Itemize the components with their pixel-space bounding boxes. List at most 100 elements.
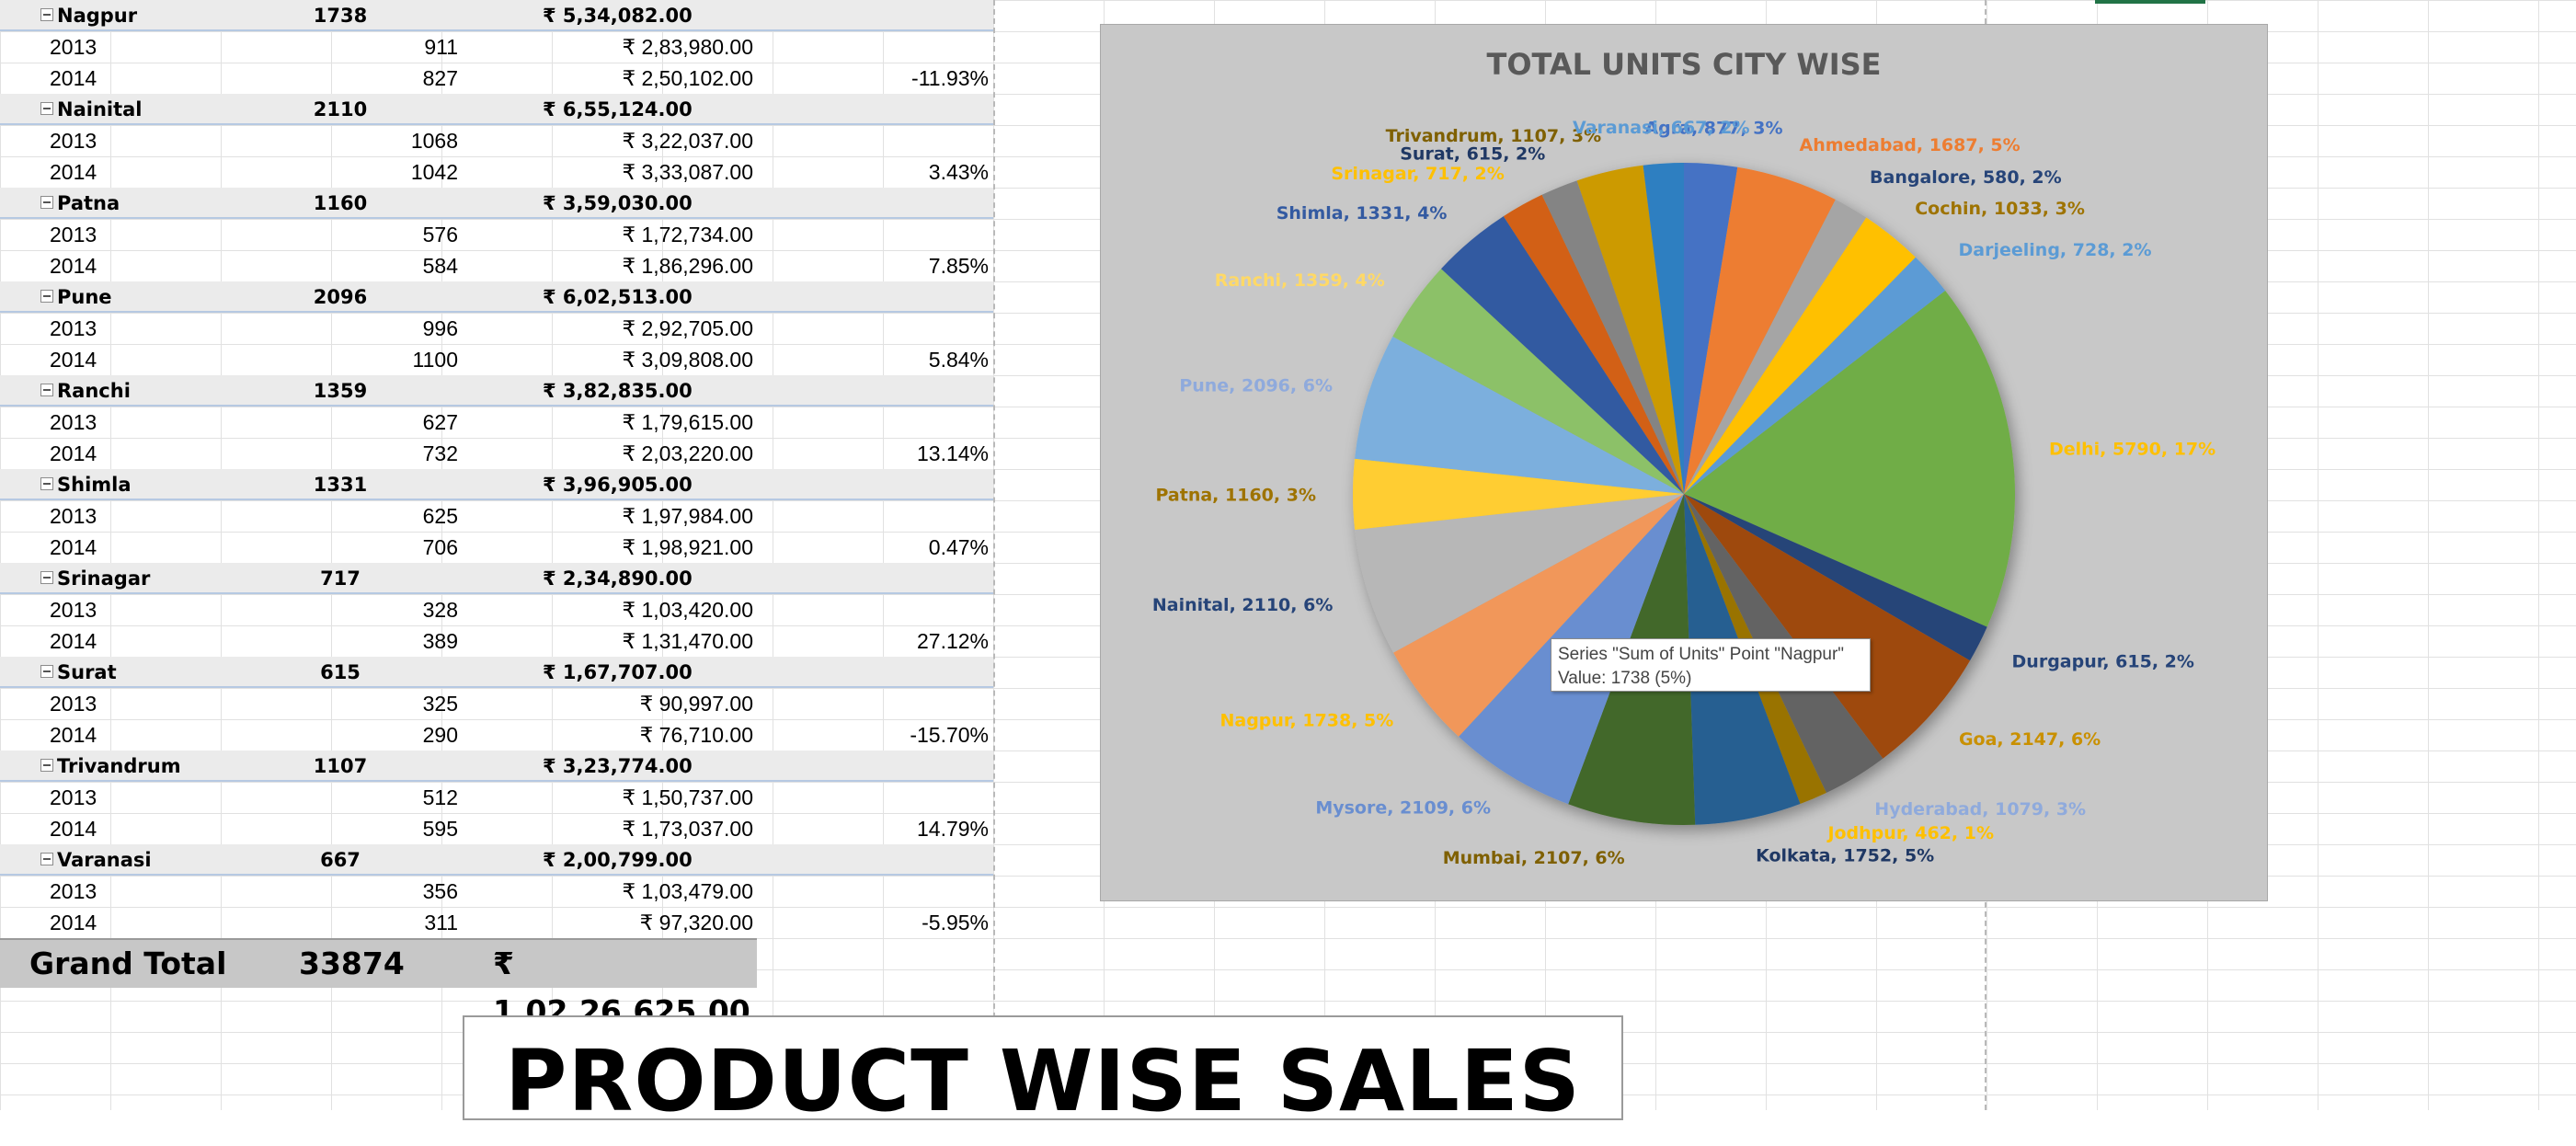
pivot-year-row[interactable]: 2014 389 ₹ 1,31,470.00 27.12% [0, 625, 993, 657]
year-units: 512 [422, 785, 458, 809]
pie-slice-trivandrum[interactable] [1576, 165, 1684, 494]
pivot-year-row[interactable]: 2014 595 ₹ 1,73,037.00 14.79% [0, 813, 993, 844]
year-units: 576 [422, 223, 458, 246]
year-label: 2014 [50, 535, 97, 559]
pivot-year-row[interactable]: 2013 325 ₹ 90,997.00 [0, 688, 993, 719]
pie-slice-nagpur[interactable] [1393, 494, 1684, 737]
year-label: 2014 [50, 348, 97, 372]
pie-slice-surat[interactable] [1541, 180, 1684, 494]
year-revenue: ₹ 1,98,921.00 [622, 535, 753, 559]
pivot-city-row[interactable]: Trivandrum 1107 ₹ 3,23,774.00 [0, 751, 993, 782]
pivot-year-row[interactable]: 2014 584 ₹ 1,86,296.00 7.85% [0, 250, 993, 281]
pie-chart[interactable]: TOTAL UNITS CITY WISE Agra, 877, 3% Ahmed… [1100, 24, 2268, 901]
pie-slice-patna[interactable] [1353, 458, 1684, 531]
pivot-year-row[interactable]: 2013 996 ₹ 2,92,705.00 [0, 313, 993, 344]
year-label: 2014 [50, 441, 97, 465]
pivot-city-row[interactable]: Nagpur 1738 ₹ 5,34,082.00 [0, 0, 993, 31]
year-label: 2013 [50, 35, 97, 59]
pie-slice-shimla[interactable] [1441, 216, 1684, 494]
pie-slice-ranchi[interactable] [1392, 269, 1684, 494]
pie-data-label: Durgapur, 615, 2% [2012, 651, 2194, 671]
year-growth: -15.70% [910, 723, 989, 747]
pivot-year-row[interactable]: 2013 356 ₹ 1,03,479.00 [0, 876, 993, 907]
pie-slice-agra[interactable] [1684, 163, 1738, 494]
year-revenue: ₹ 1,86,296.00 [622, 254, 753, 278]
year-units: 732 [422, 441, 458, 465]
collapse-icon[interactable] [40, 759, 53, 772]
pivot-city-row[interactable]: Surat 615 ₹ 1,67,707.00 [0, 657, 993, 688]
year-revenue: ₹ 1,50,737.00 [622, 785, 753, 809]
pie-slice-cochin[interactable] [1684, 217, 1916, 494]
pivot-year-row[interactable]: 2013 625 ₹ 1,97,984.00 [0, 500, 993, 532]
year-growth: -5.95% [922, 911, 989, 934]
year-units: 290 [422, 723, 458, 747]
collapse-icon[interactable] [40, 196, 53, 209]
collapse-icon[interactable] [40, 384, 53, 396]
pie-data-label: Surat, 615, 2% [1400, 143, 1545, 164]
year-growth: 14.79% [916, 817, 989, 841]
year-label: 2013 [50, 129, 97, 153]
city-units: 1359 [313, 380, 368, 402]
pivot-year-row[interactable]: 2013 512 ₹ 1,50,737.00 [0, 782, 993, 813]
pivot-year-row[interactable]: 2014 827 ₹ 2,50,102.00 -11.93% [0, 63, 993, 94]
city-revenue: ₹ 3,23,774.00 [543, 755, 693, 777]
year-units: 389 [422, 629, 458, 653]
pivot-year-row[interactable]: 2014 1042 ₹ 3,33,087.00 3.43% [0, 156, 993, 188]
pivot-city-row[interactable]: Ranchi 1359 ₹ 3,82,835.00 [0, 375, 993, 407]
collapse-icon[interactable] [40, 290, 53, 303]
pivot-city-row[interactable]: Patna 1160 ₹ 3,59,030.00 [0, 188, 993, 219]
collapse-icon[interactable] [40, 571, 53, 584]
pie-slice-srinagar[interactable] [1503, 194, 1684, 494]
pivot-year-row[interactable]: 2014 290 ₹ 76,710.00 -15.70% [0, 719, 993, 751]
pivot-year-row[interactable]: 2014 311 ₹ 97,320.00 -5.95% [0, 907, 993, 938]
pie-slice-delhi[interactable] [1684, 291, 2015, 627]
year-revenue: ₹ 1,72,734.00 [622, 223, 753, 246]
pie-slice-durgapur[interactable] [1684, 494, 1987, 661]
city-name: Shimla [57, 474, 132, 496]
collapse-icon[interactable] [40, 665, 53, 678]
year-label: 2014 [50, 66, 97, 90]
collapse-icon[interactable] [40, 102, 53, 115]
pivot-year-row[interactable]: 2013 627 ₹ 1,79,615.00 [0, 407, 993, 438]
year-units: 584 [422, 254, 458, 278]
collapse-icon[interactable] [40, 477, 53, 490]
pie-data-label: Mumbai, 2107, 6% [1443, 848, 1625, 868]
year-revenue: ₹ 1,73,037.00 [622, 817, 753, 841]
product-wise-sales-banner[interactable]: PRODUCT WISE SALES [463, 1015, 1623, 1130]
pivot-year-row[interactable]: 2014 1100 ₹ 3,09,808.00 5.84% [0, 344, 993, 375]
pie-slice-ahmedabad[interactable] [1684, 166, 1836, 494]
year-growth: 5.84% [928, 348, 989, 372]
pie-slice-goa[interactable] [1684, 494, 1971, 759]
year-units: 325 [422, 692, 458, 716]
pie-slice-nainital[interactable] [1355, 494, 1684, 653]
pivot-city-row[interactable]: Srinagar 717 ₹ 2,34,890.00 [0, 563, 993, 594]
pivot-year-row[interactable]: 2013 328 ₹ 1,03,420.00 [0, 594, 993, 625]
pivot-city-row[interactable]: Pune 2096 ₹ 6,02,513.00 [0, 281, 993, 313]
city-name: Ranchi [57, 380, 131, 402]
pie-data-label: Kolkata, 1752, 5% [1756, 845, 1934, 865]
pivot-year-row[interactable]: 2013 911 ₹ 2,83,980.00 [0, 31, 993, 63]
collapse-icon[interactable] [40, 8, 53, 21]
year-growth: 13.14% [916, 441, 989, 465]
pie-slice-bangalore[interactable] [1684, 199, 1867, 494]
pivot-year-row[interactable]: 2014 732 ₹ 2,03,220.00 13.14% [0, 438, 993, 469]
pie-slice-varanasi[interactable] [1643, 163, 1684, 494]
pivot-city-row[interactable]: Nainital 2110 ₹ 6,55,124.00 [0, 94, 993, 125]
grand-total-row[interactable]: Grand Total 33874 ₹ 1,02,26,625.00 [0, 938, 757, 1029]
pie-slice-darjeeling[interactable] [1684, 257, 1946, 494]
chart-title: TOTAL UNITS CITY WISE [1487, 47, 1882, 82]
pivot-year-row[interactable]: 2013 576 ₹ 1,72,734.00 [0, 219, 993, 250]
pivot-city-row[interactable]: Varanasi 667 ₹ 2,00,799.00 [0, 844, 993, 876]
city-name: Varanasi [57, 849, 152, 871]
pivot-city-row[interactable]: Shimla 1331 ₹ 3,96,905.00 [0, 469, 993, 500]
year-label: 2013 [50, 692, 97, 716]
pie-data-label: Agra, 877, 3% [1644, 118, 1782, 138]
year-label: 2013 [50, 410, 97, 434]
pivot-year-row[interactable]: 2014 706 ₹ 1,98,921.00 0.47% [0, 532, 993, 563]
city-revenue: ₹ 2,00,799.00 [543, 849, 693, 871]
collapse-icon[interactable] [40, 853, 53, 865]
city-revenue: ₹ 3,59,030.00 [543, 192, 693, 214]
pie-data-label: Bangalore, 580, 2% [1870, 167, 2062, 188]
pie-slice-pune[interactable] [1355, 336, 1684, 494]
pivot-year-row[interactable]: 2013 1068 ₹ 3,22,037.00 [0, 125, 993, 156]
